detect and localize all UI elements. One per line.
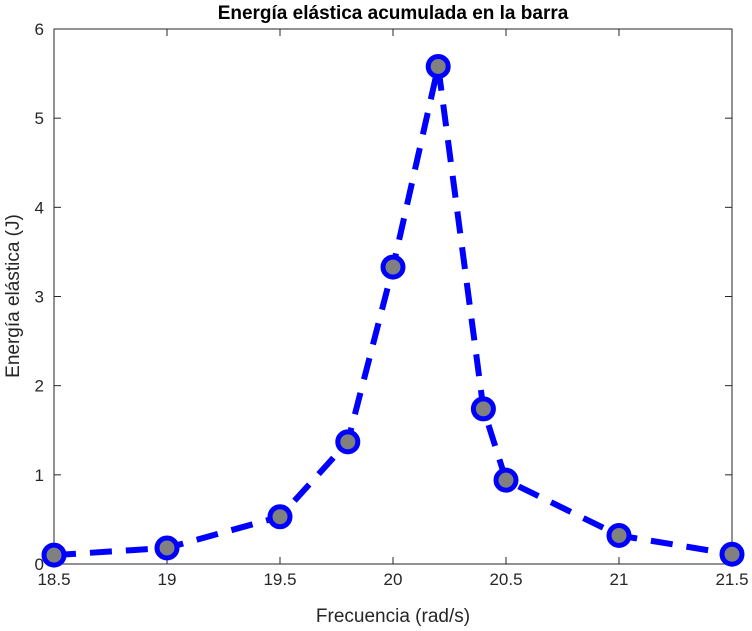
- y-tick-label: 6: [35, 20, 44, 39]
- data-point-marker: [470, 396, 496, 422]
- series-line: [53, 63, 733, 559]
- x-tick-label: 19.5: [263, 570, 296, 589]
- y-tick-labels: 0 1 2 3 4 5 6: [35, 20, 44, 574]
- data-series: [41, 53, 745, 568]
- data-point-marker: [41, 542, 67, 568]
- data-point-marker: [380, 254, 406, 280]
- plot-area: [53, 28, 733, 565]
- y-tick-label: 5: [35, 109, 44, 128]
- data-point-marker: [267, 504, 293, 530]
- chart-title: Energía elástica acumulada en la barra: [218, 3, 569, 24]
- x-tick-labels: 18.5 19 19.5 20 20.5 21 21.5: [37, 570, 748, 589]
- data-point-marker: [425, 53, 451, 79]
- data-point-marker: [154, 535, 180, 561]
- y-tick-label: 0: [35, 555, 44, 574]
- x-tick-label: 20: [384, 570, 403, 589]
- x-tick-label: 18.5: [37, 570, 70, 589]
- data-point-marker: [719, 541, 745, 567]
- data-point-marker: [335, 429, 361, 455]
- y-axis-label: Energía elástica (J): [3, 214, 24, 378]
- y-tick-label: 3: [35, 288, 44, 307]
- x-tick-label: 19: [158, 570, 177, 589]
- x-tick-label: 21.5: [715, 570, 748, 589]
- data-point-marker: [606, 522, 632, 548]
- data-point-marker: [493, 467, 519, 493]
- x-tick-label: 21: [610, 570, 629, 589]
- y-tick-label: 2: [35, 377, 44, 396]
- x-tick-label: 20.5: [489, 570, 522, 589]
- y-tick-label: 4: [35, 198, 44, 217]
- y-tick-label: 1: [35, 466, 44, 485]
- x-axis-label: Frecuencia (rad/s): [316, 606, 470, 627]
